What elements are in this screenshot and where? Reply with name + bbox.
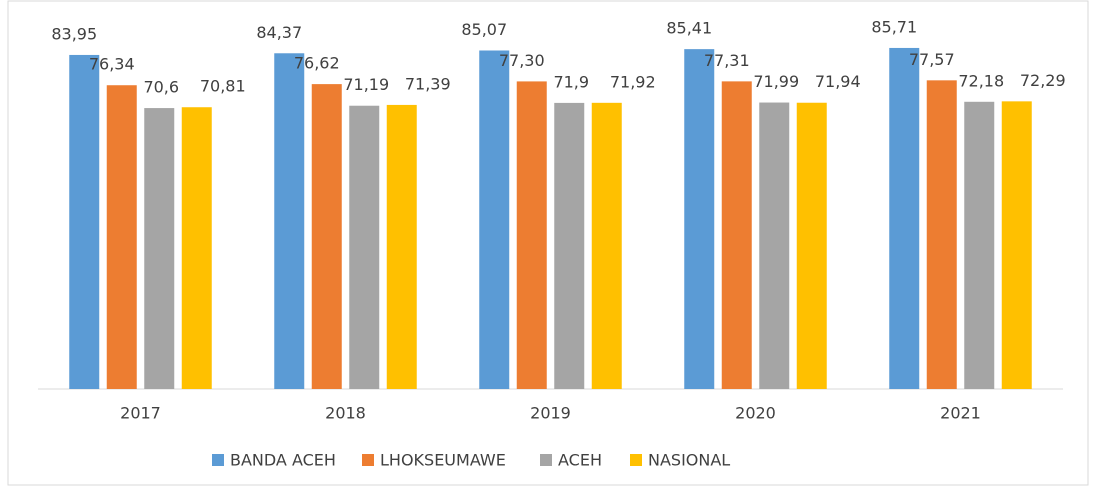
- data-label: 77,31: [704, 51, 750, 70]
- legend-label: BANDA ACEH: [230, 451, 336, 470]
- legend-label: ACEH: [558, 451, 602, 470]
- x-tick-label: 2021: [940, 404, 981, 423]
- bar: [516, 81, 547, 390]
- bar: [181, 107, 212, 390]
- bar: [144, 108, 175, 389]
- bar: [1001, 101, 1032, 389]
- bar: [106, 85, 137, 390]
- bar: [274, 53, 305, 389]
- data-label: 71,19: [343, 75, 389, 94]
- x-tick-label: 2020: [735, 404, 776, 423]
- data-label: 85,71: [871, 17, 917, 36]
- bar: [386, 104, 417, 389]
- legend-label: LHOKSEUMAWE: [380, 451, 506, 470]
- x-tick-label: 2019: [530, 404, 571, 423]
- data-label: 76,34: [89, 55, 135, 74]
- bar: [796, 102, 827, 390]
- bar: [684, 49, 715, 389]
- bar: [69, 54, 100, 389]
- data-label: 72,29: [1020, 71, 1066, 90]
- data-label: 71,39: [405, 74, 451, 93]
- data-label: 71,9: [553, 72, 589, 91]
- data-label: 84,37: [256, 23, 302, 42]
- bar: [926, 80, 957, 389]
- x-tick-label: 2017: [120, 404, 161, 423]
- data-label: 85,41: [666, 19, 712, 38]
- bar: [591, 102, 622, 390]
- data-label: 76,62: [294, 54, 340, 73]
- data-label: 70,81: [200, 77, 246, 96]
- data-label: 71,92: [610, 72, 656, 91]
- bar: [554, 102, 585, 389]
- bar: [759, 102, 790, 389]
- data-label: 77,57: [909, 50, 955, 69]
- legend-label: NASIONAL: [648, 451, 730, 470]
- data-label: 71,99: [753, 72, 799, 91]
- legend-swatch: [212, 454, 224, 466]
- data-label: 77,30: [499, 51, 545, 70]
- legend-swatch: [630, 454, 642, 466]
- bar: [964, 101, 995, 389]
- legend-swatch: [362, 454, 374, 466]
- bar: [721, 81, 752, 389]
- data-label: 70,6: [143, 78, 179, 97]
- data-label: 72,18: [958, 71, 1004, 90]
- data-label: 83,95: [51, 24, 97, 43]
- bar: [349, 105, 380, 390]
- legend-swatch: [540, 454, 552, 466]
- data-label: 71,94: [815, 72, 861, 91]
- bar: [479, 50, 510, 390]
- bar: [889, 47, 920, 390]
- data-label: 85,07: [461, 20, 507, 39]
- x-tick-label: 2018: [325, 404, 366, 423]
- bar: [311, 84, 342, 390]
